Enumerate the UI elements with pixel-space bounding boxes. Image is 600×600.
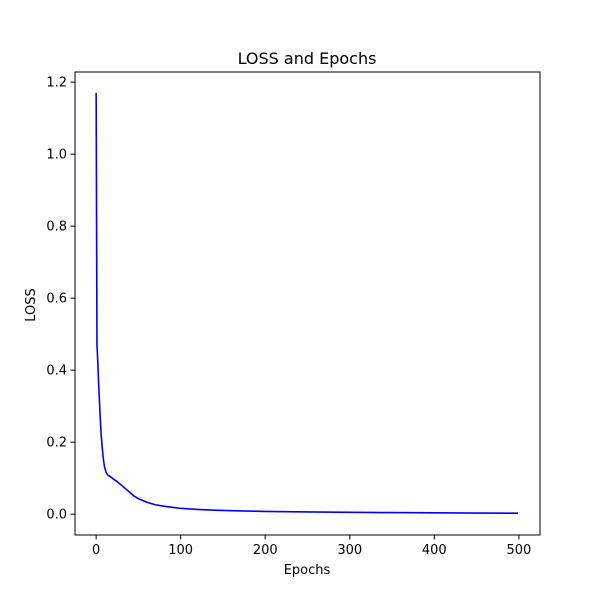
y-tick-label: 0.0	[46, 508, 67, 523]
x-tick-label: 300	[337, 543, 362, 558]
y-axis-label: LOSS	[24, 288, 39, 322]
x-tick-label: 200	[253, 543, 278, 558]
loss-line	[95, 92, 519, 515]
chart-title: LOSS and Epochs	[238, 49, 377, 68]
y-tick-label: 0.8	[46, 220, 67, 235]
y-tick-label: 1.2	[46, 76, 67, 91]
axes-frame	[74, 71, 541, 536]
plot-area: 0 100 200 300 400 500 0.0 0.2 0.4 0.6 0.8 1.0 1.2	[46, 71, 541, 558]
x-tick-label: 500	[506, 543, 531, 558]
x-tick-label: 400	[422, 543, 447, 558]
y-tick-label: 0.4	[46, 364, 67, 379]
x-tick-label: 100	[168, 543, 193, 558]
x-tick-label: 0	[92, 543, 100, 558]
x-axis-label: Epochs	[284, 563, 331, 578]
y-tick-label: 0.2	[46, 436, 67, 451]
y-tick-label: 1.0	[46, 148, 67, 163]
y-tick-label: 0.6	[46, 292, 67, 307]
